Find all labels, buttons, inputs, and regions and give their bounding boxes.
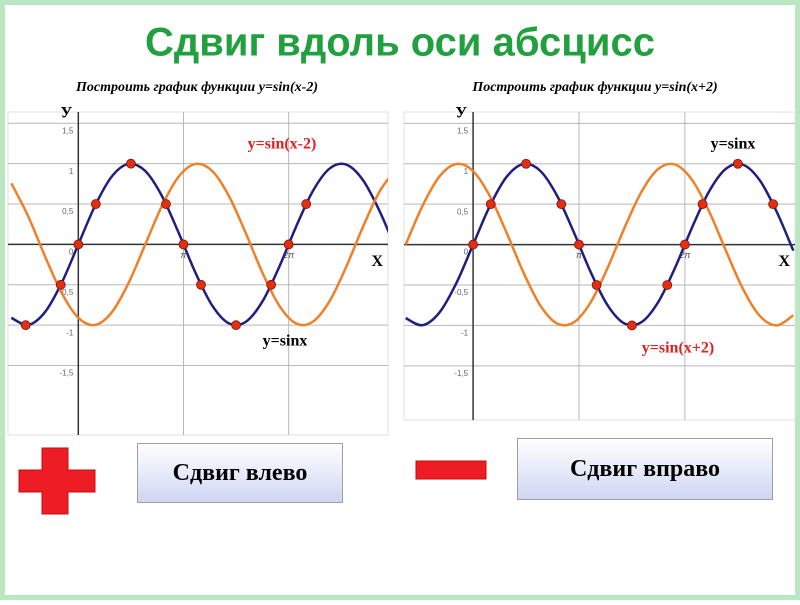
y-tick-label: -1 [66, 328, 74, 337]
point [732, 158, 743, 169]
y-tick-label: 0 [464, 248, 469, 257]
point [161, 199, 171, 209]
point [126, 158, 136, 169]
point [556, 199, 567, 210]
y-tick-label: 1,5 [62, 126, 74, 135]
chart: Построить график функции y=sin(x-2) -1,5 -… [7, 80, 389, 436]
curve-label: y=sin(x-2) [248, 136, 317, 153]
point [627, 320, 637, 331]
y-axis-label: У [61, 105, 73, 122]
point [521, 158, 531, 169]
point [679, 239, 690, 250]
curve-label: y=sin(x+2) [642, 340, 714, 357]
y-tick-label: 0,5 [62, 207, 74, 216]
chart-title: Построить график функции y=sin(x-2) [75, 80, 318, 95]
x-axis-label: Х [778, 253, 790, 270]
minus-icon [415, 460, 487, 480]
plus-icon [18, 447, 96, 515]
y-axis-label: У [455, 105, 467, 122]
x-tick-label: 2π [678, 250, 691, 260]
y-tick-label: -0,5 [60, 288, 74, 297]
slide-title: Сдвиг вдоль оси абсцисс [145, 21, 655, 65]
button[interactable]: Сдвиг вправо [517, 438, 773, 500]
curve-label: y=sinx [263, 333, 308, 350]
point [662, 280, 673, 290]
point [55, 279, 66, 290]
y-tick-label: -1 [461, 329, 469, 338]
point [485, 199, 496, 210]
x-tick-label: π [180, 250, 187, 260]
point [283, 239, 294, 250]
button[interactable]: Сдвиг влево [137, 443, 343, 503]
y-tick-label: -1,5 [60, 369, 74, 378]
y-tick-label: -1,5 [454, 369, 468, 378]
y-tick-label: 1 [69, 167, 74, 176]
curve [10, 162, 388, 327]
point [591, 280, 602, 290]
curve-label: y=sinx [711, 136, 756, 153]
point [196, 279, 206, 290]
point [178, 239, 189, 250]
chart: Построить график функции y=sin(x+2) -1,5 -… [403, 80, 796, 421]
point [697, 199, 708, 210]
point [231, 320, 241, 331]
plot-area [7, 111, 389, 436]
y-tick-label: 0 [69, 248, 74, 257]
point [20, 320, 31, 331]
y-tick-label: -0,5 [454, 288, 468, 297]
y-tick-label: 0,5 [457, 207, 469, 216]
point [266, 279, 277, 290]
y-tick-label: 1,5 [457, 126, 469, 135]
chart-title: Построить график функции y=sin(x+2) [471, 80, 717, 95]
point [574, 239, 584, 250]
x-tick-label: π [576, 250, 583, 260]
point [301, 199, 312, 209]
y-tick-label: 1 [464, 167, 469, 176]
x-tick-label: 2π [282, 250, 295, 260]
point [468, 239, 478, 250]
point [90, 199, 101, 209]
point [768, 199, 779, 210]
point [73, 239, 84, 250]
x-axis-label: Х [371, 253, 383, 270]
